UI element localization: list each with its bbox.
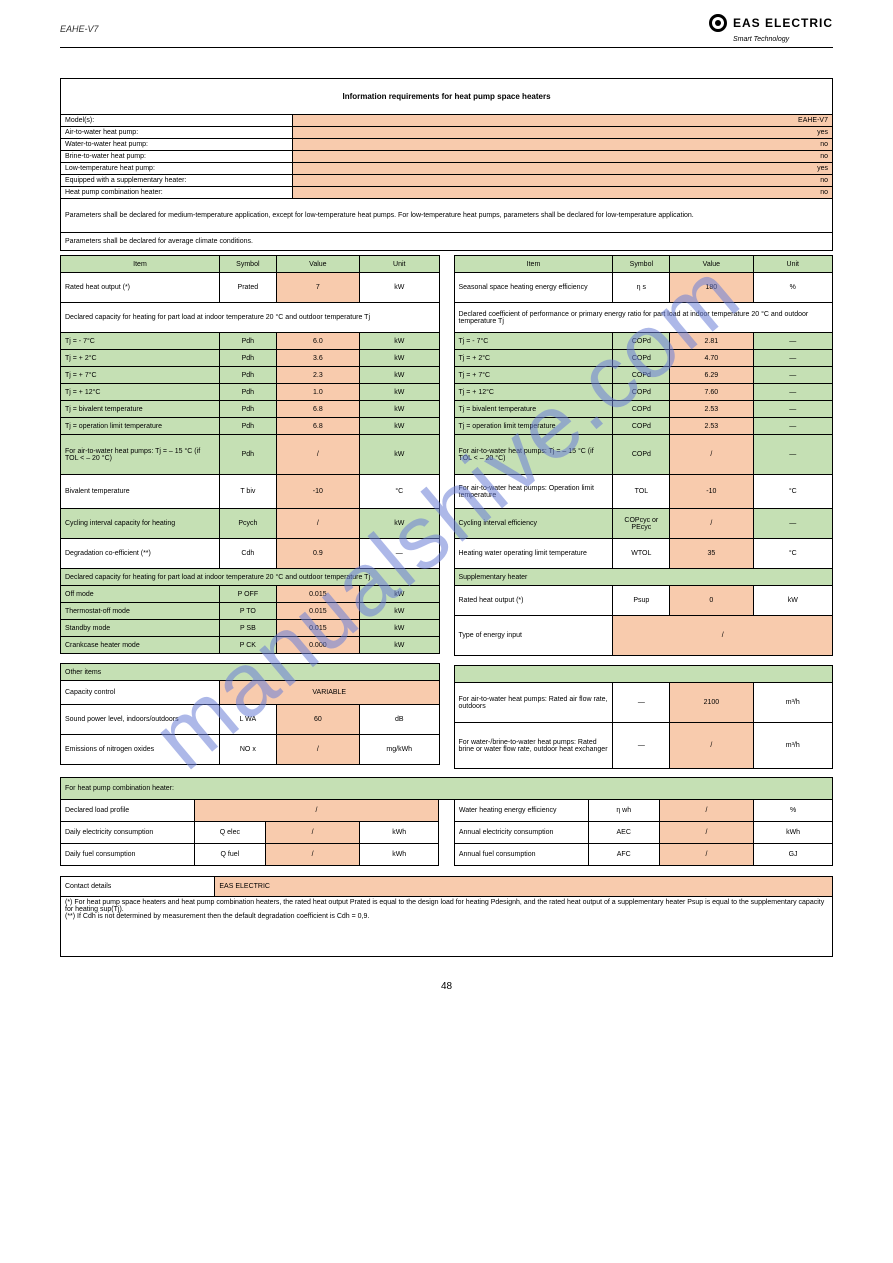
info-note: Parameters shall be declared for medium-…	[61, 199, 833, 233]
brand-logo-icon	[709, 14, 727, 32]
model-label: EAHE-V7	[60, 24, 99, 34]
brand-block: EAS ELECTRIC Smart Technology	[709, 14, 833, 43]
combi-table: For heat pump combination heater: Declar…	[60, 777, 833, 866]
rated-item: Rated heat output (*)	[61, 273, 220, 303]
info-climate: Parameters shall be declared for average…	[61, 233, 833, 251]
page-number: 48	[60, 981, 833, 992]
info-title: Information requirements for heat pump s…	[61, 79, 833, 115]
contact-table: Contact details EAS ELECTRIC (*) For hea…	[60, 876, 833, 957]
brand-name: EAS ELECTRIC	[733, 16, 833, 30]
col-head: Item	[61, 256, 220, 273]
col-head: Value	[276, 256, 359, 273]
left-column-table: Item Symbol Value Unit Rated heat output…	[60, 255, 440, 765]
brand-subtitle: Smart Technology	[733, 36, 789, 43]
page-header: EAHE-V7 EAS ELECTRIC Smart Technology	[60, 14, 833, 48]
col-head: Symbol	[219, 256, 276, 273]
col-head: Unit	[360, 256, 440, 273]
info-table: Information requirements for heat pump s…	[60, 78, 833, 251]
right-column-table: Item Symbol Value Unit Seasonal space he…	[454, 255, 834, 769]
